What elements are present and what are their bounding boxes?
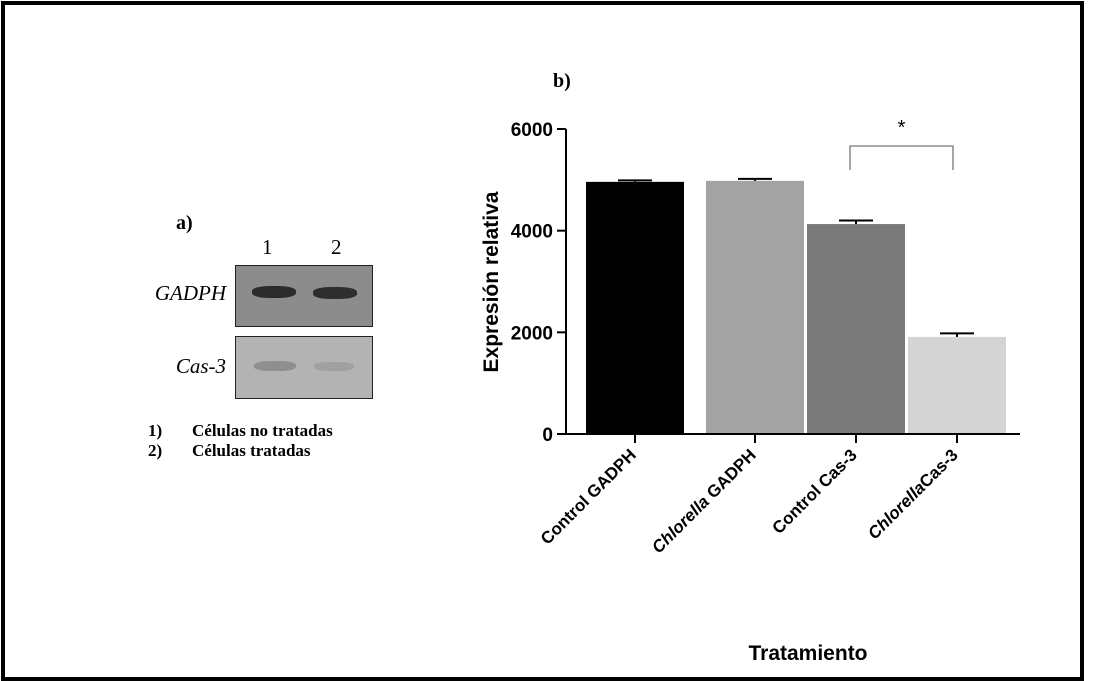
x-tick-label-0: Control GADPH (537, 445, 640, 548)
lane-2-label: 2 (331, 235, 342, 259)
legend-number-2: 2) (148, 441, 163, 460)
y-tick-label-0: 0 (542, 425, 553, 446)
x-tick-label-3: ChlorellaCas-3 (864, 445, 962, 543)
significance-bracket (849, 145, 954, 170)
gel-gadph (235, 265, 373, 327)
x-tick-label-3-part-0: Chlorella (864, 478, 929, 543)
bar-2 (807, 224, 905, 434)
x-tick-label-1-part-0: Chlorella (648, 492, 713, 557)
bar-3 (908, 336, 1006, 434)
gel-band-cas3-lane1 (254, 361, 296, 371)
x-tick-label-1-part-1: GADPH (700, 445, 760, 505)
gel-cas3 (235, 336, 373, 399)
legend-item-1: 1) Células no tratadas (148, 421, 333, 441)
bar-0 (586, 181, 684, 434)
x-axis-title: Tratamiento (748, 642, 867, 665)
x-tick-label-0-part-0: Control GADPH (537, 445, 640, 548)
gene-label-gadph: GADPH (154, 281, 226, 305)
significance-star: * (898, 117, 906, 139)
x-tick-label-2-part-0: Control Cas-3 (769, 445, 861, 537)
legend-text-2: Células tratadas (192, 441, 311, 460)
gel-band-gadph-lane2 (313, 287, 357, 299)
panel-b-label: b) (553, 70, 571, 92)
panel-a-label: a) (176, 212, 193, 234)
gene-label-cas3: Cas-3 (175, 354, 226, 378)
legend-number-1: 1) (148, 421, 163, 440)
legend-text-1: Células no tratadas (192, 421, 333, 440)
bar-1 (706, 180, 804, 434)
y-tick-label-3: 6000 (511, 120, 553, 141)
x-tick-label-3-part-1: Cas-3 (916, 445, 962, 491)
x-tick-label-2: Control Cas-3 (769, 445, 861, 537)
x-tick-label-1: Chlorella GADPH (648, 445, 760, 557)
lane-1-label: 1 (262, 235, 273, 259)
y-tick-label-2: 4000 (511, 222, 553, 243)
legend-item-2: 2) Células tratadas (148, 441, 311, 461)
gel-band-cas3-lane2 (314, 362, 354, 371)
y-tick-label-1: 2000 (511, 323, 553, 344)
gel-band-gadph-lane1 (252, 286, 296, 298)
y-axis-title: Expresión relativa (480, 191, 503, 372)
